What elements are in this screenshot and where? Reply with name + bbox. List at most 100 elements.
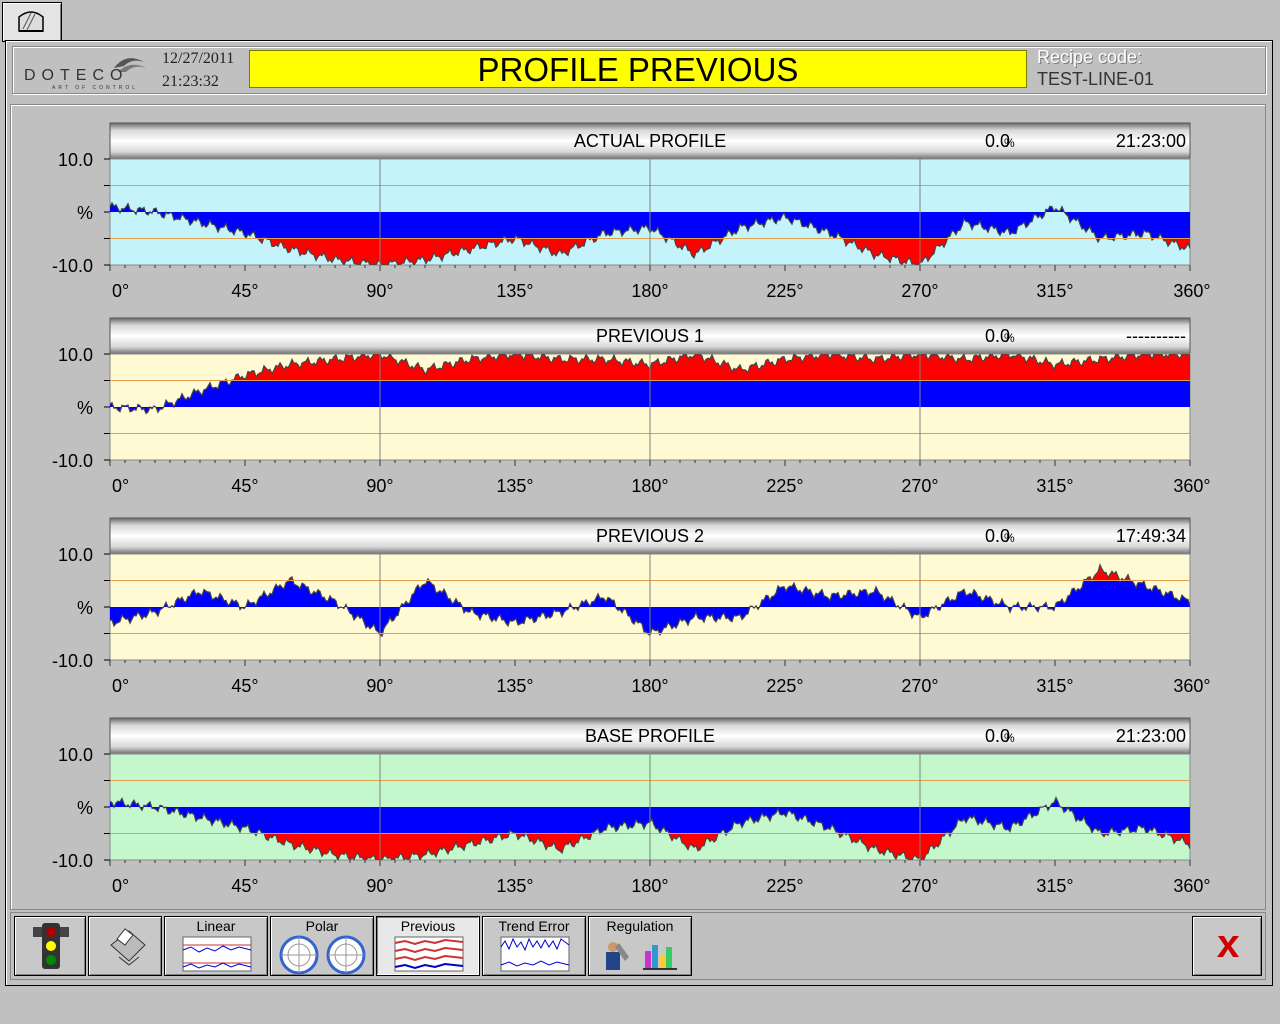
chart-title: PREVIOUS 2 <box>596 526 704 546</box>
x-label: 90° <box>366 676 393 696</box>
x-label: 360° <box>1173 676 1210 696</box>
previous-button[interactable]: Previous <box>376 916 480 976</box>
chart-area <box>10 104 1266 910</box>
y-label-min: -10.0 <box>52 256 93 276</box>
x-label: 135° <box>496 676 533 696</box>
x-label: 315° <box>1036 476 1073 496</box>
x-label: 0° <box>112 476 129 496</box>
x-label: 135° <box>496 281 533 301</box>
x-label: 225° <box>766 281 803 301</box>
chart-value: 0.0 <box>985 326 1010 346</box>
print-button[interactable] <box>88 916 162 976</box>
chart-timestamp: 17:49:34 <box>1116 526 1186 546</box>
close-button[interactable] <box>1192 916 1262 976</box>
chart-timestamp: 21:23:00 <box>1116 726 1186 746</box>
x-label: 0° <box>112 281 129 301</box>
y-label-min: -10.0 <box>52 851 93 871</box>
regulation-button[interactable]: Regulation <box>588 916 692 976</box>
x-label: 225° <box>766 476 803 496</box>
x-label: 270° <box>901 676 938 696</box>
trend-error-button[interactable]: Trend Error <box>482 916 586 976</box>
chart-timestamp: ---------- <box>1126 326 1186 346</box>
polar-chart-icon <box>279 935 366 975</box>
chart-value: 0.0 <box>985 131 1010 151</box>
traffic-light-icon <box>33 923 69 969</box>
recipe-label: Recipe code: <box>1037 47 1143 67</box>
y-label-unit: % <box>77 203 93 223</box>
chart-header-bar <box>109 717 1191 755</box>
y-label-unit: % <box>77 398 93 418</box>
chart-timestamp: 21:23:00 <box>1116 131 1186 151</box>
x-label: 270° <box>901 281 938 301</box>
linear-button-label: Linear <box>196 918 236 934</box>
chart-header-bar <box>109 517 1191 555</box>
chart-value-unit: % <box>1004 531 1015 545</box>
y-label-max: 10.0 <box>58 545 93 565</box>
chart-header-bar <box>109 122 1191 160</box>
status-button[interactable] <box>14 916 86 976</box>
polar-button[interactable]: Polar <box>270 916 374 976</box>
window-icon <box>18 11 44 32</box>
chart-value: 0.0 <box>985 726 1010 746</box>
y-label-unit: % <box>77 598 93 618</box>
linear-chart-icon <box>182 936 252 972</box>
x-label: 315° <box>1036 876 1073 896</box>
x-label: 90° <box>366 476 393 496</box>
y-label-max: 10.0 <box>58 745 93 765</box>
x-label: 45° <box>231 281 258 301</box>
x-label: 0° <box>112 876 129 896</box>
linear-button[interactable]: Linear <box>164 916 268 976</box>
x-label: 180° <box>631 876 668 896</box>
recipe-code: TEST-LINE-01 <box>1037 69 1155 89</box>
y-label-max: 10.0 <box>58 150 93 170</box>
logo-tagline: ART OF CONTROL <box>52 85 138 91</box>
regulation-icon <box>606 942 677 970</box>
profile-charts: ACTUAL PROFILE 0.0% 21:23:00 10.0% -10.0 0° 45… <box>52 122 1211 896</box>
x-label: 0° <box>112 676 129 696</box>
x-label: 225° <box>766 676 803 696</box>
page-title: PROFILE PREVIOUS <box>249 50 1027 88</box>
y-label-unit: % <box>77 798 93 818</box>
previous-button-label: Previous <box>400 918 456 934</box>
main-window <box>5 40 1273 986</box>
doteco-logo: DOTECO ART OF CONTROL <box>22 52 152 92</box>
regulation-button-label: Regulation <box>606 918 674 934</box>
chart-value-unit: % <box>1004 331 1015 345</box>
x-label: 90° <box>366 281 393 301</box>
x-label: 225° <box>766 876 803 896</box>
previous-chart-icon <box>394 936 464 972</box>
chart-value: 0.0 <box>985 526 1010 546</box>
chart-title: PREVIOUS 1 <box>596 326 704 346</box>
chart-title: BASE PROFILE <box>585 726 715 746</box>
y-label-min: -10.0 <box>52 651 93 671</box>
x-label: 360° <box>1173 476 1210 496</box>
chart-value-unit: % <box>1004 136 1015 150</box>
logo-text: DOTECO <box>24 67 128 84</box>
x-label: 180° <box>631 676 668 696</box>
x-label: 135° <box>496 476 533 496</box>
chart-value-unit: % <box>1004 731 1015 745</box>
printer-icon <box>110 928 146 966</box>
x-label: 360° <box>1173 876 1210 896</box>
chart-header-bar <box>109 317 1191 355</box>
x-label: 45° <box>231 476 258 496</box>
header-date: 12/27/2011 <box>162 50 235 67</box>
x-label: 360° <box>1173 281 1210 301</box>
close-x-icon <box>1217 936 1239 957</box>
chart-title: ACTUAL PROFILE <box>574 131 726 151</box>
x-label: 270° <box>901 876 938 896</box>
window-menu-button[interactable] <box>2 2 62 42</box>
x-label: 90° <box>366 876 393 896</box>
y-label-max: 10.0 <box>58 345 93 365</box>
trend-error-icon <box>500 936 570 972</box>
header-bar <box>12 46 1266 94</box>
x-label: 45° <box>231 676 258 696</box>
x-label: 45° <box>231 876 258 896</box>
header-time: 21:23:32 <box>162 73 219 90</box>
trend-error-button-label: Trend Error <box>498 918 570 934</box>
x-label: 180° <box>631 281 668 301</box>
x-label: 270° <box>901 476 938 496</box>
x-label: 135° <box>496 876 533 896</box>
toolbar <box>10 912 1266 980</box>
x-label: 315° <box>1036 281 1073 301</box>
